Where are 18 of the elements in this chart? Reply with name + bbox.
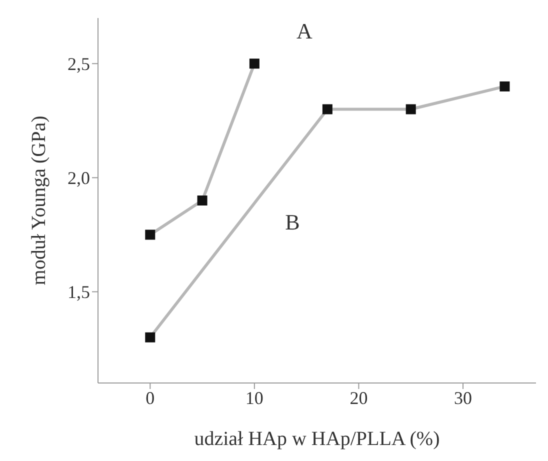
- y-tick-label: 1,5: [68, 282, 90, 302]
- x-tick-label: 0: [146, 388, 155, 408]
- series-label: B: [285, 209, 300, 234]
- x-tick-label: 20: [350, 388, 368, 408]
- y-tick-label: 2,0: [68, 168, 90, 188]
- point: [145, 332, 156, 342]
- point: [406, 104, 416, 114]
- x-axis-title: udział HAp w HAp/PLLA (%): [194, 428, 440, 450]
- y-axis-title: moduł Younga (GPa): [28, 116, 50, 286]
- point: [500, 81, 510, 92]
- y-tick-label: 2,5: [68, 54, 90, 74]
- point: [197, 196, 208, 206]
- series-label: A: [296, 18, 312, 44]
- x-tick-label: 30: [454, 388, 472, 408]
- point: [249, 58, 260, 69]
- point: [145, 230, 156, 240]
- point: [322, 104, 332, 114]
- x-tick-label: 10: [245, 388, 264, 408]
